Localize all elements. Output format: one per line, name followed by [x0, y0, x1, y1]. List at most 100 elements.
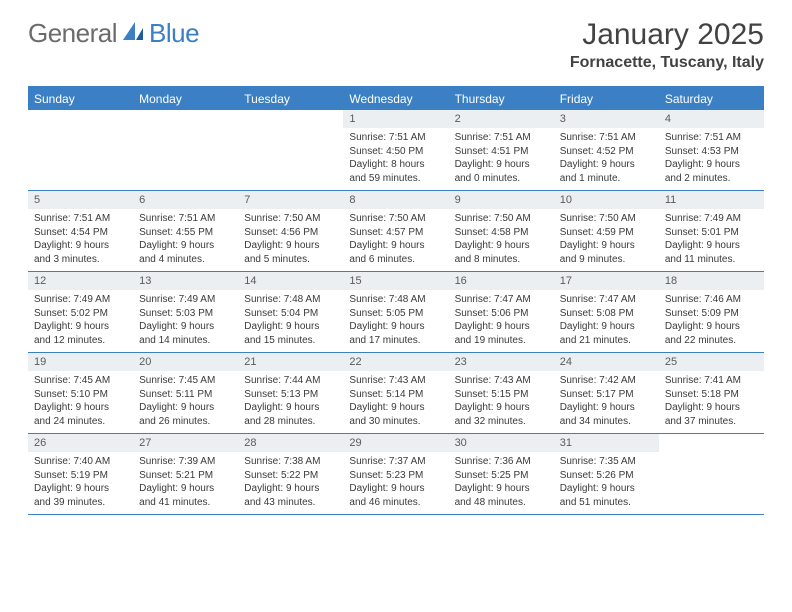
calendar-week: 5Sunrise: 7:51 AMSunset: 4:54 PMDaylight… [28, 191, 764, 272]
day-body: Sunrise: 7:40 AMSunset: 5:19 PMDaylight:… [28, 452, 133, 513]
day-number: 27 [133, 434, 238, 452]
daylight-line: Daylight: 9 hours and 0 minutes. [455, 158, 548, 185]
sunset-line: Sunset: 4:53 PM [665, 145, 758, 159]
sunset-line: Sunset: 5:21 PM [139, 469, 232, 483]
daylight-line: Daylight: 9 hours and 24 minutes. [34, 401, 127, 428]
calendar-day: 3Sunrise: 7:51 AMSunset: 4:52 PMDaylight… [554, 110, 659, 190]
calendar-day: 12Sunrise: 7:49 AMSunset: 5:02 PMDayligh… [28, 272, 133, 352]
day-body: Sunrise: 7:35 AMSunset: 5:26 PMDaylight:… [554, 452, 659, 513]
day-number: 18 [659, 272, 764, 290]
day-body: Sunrise: 7:50 AMSunset: 4:59 PMDaylight:… [554, 209, 659, 270]
sunrise-line: Sunrise: 7:38 AM [244, 455, 337, 469]
sunset-line: Sunset: 5:15 PM [455, 388, 548, 402]
daylight-line: Daylight: 9 hours and 41 minutes. [139, 482, 232, 509]
daylight-line: Daylight: 9 hours and 26 minutes. [139, 401, 232, 428]
sunrise-line: Sunrise: 7:44 AM [244, 374, 337, 388]
sunrise-line: Sunrise: 7:36 AM [455, 455, 548, 469]
sunrise-line: Sunrise: 7:51 AM [665, 131, 758, 145]
calendar-day: 14Sunrise: 7:48 AMSunset: 5:04 PMDayligh… [238, 272, 343, 352]
day-number: 1 [343, 110, 448, 128]
calendar-day: 5Sunrise: 7:51 AMSunset: 4:54 PMDaylight… [28, 191, 133, 271]
day-body: Sunrise: 7:43 AMSunset: 5:15 PMDaylight:… [449, 371, 554, 432]
day-number: 4 [659, 110, 764, 128]
day-body: Sunrise: 7:47 AMSunset: 5:06 PMDaylight:… [449, 290, 554, 351]
day-number: 17 [554, 272, 659, 290]
day-body: Sunrise: 7:51 AMSunset: 4:55 PMDaylight:… [133, 209, 238, 270]
sunset-line: Sunset: 4:56 PM [244, 226, 337, 240]
daylight-line: Daylight: 9 hours and 48 minutes. [455, 482, 548, 509]
sunrise-line: Sunrise: 7:43 AM [455, 374, 548, 388]
day-number: 21 [238, 353, 343, 371]
sunrise-line: Sunrise: 7:50 AM [455, 212, 548, 226]
calendar-day: 15Sunrise: 7:48 AMSunset: 5:05 PMDayligh… [343, 272, 448, 352]
calendar-day: 28Sunrise: 7:38 AMSunset: 5:22 PMDayligh… [238, 434, 343, 514]
sunrise-line: Sunrise: 7:49 AM [139, 293, 232, 307]
sunset-line: Sunset: 5:18 PM [665, 388, 758, 402]
sunrise-line: Sunrise: 7:35 AM [560, 455, 653, 469]
sunset-line: Sunset: 5:05 PM [349, 307, 442, 321]
daylight-line: Daylight: 8 hours and 59 minutes. [349, 158, 442, 185]
calendar-day: 26Sunrise: 7:40 AMSunset: 5:19 PMDayligh… [28, 434, 133, 514]
calendar-day: 2Sunrise: 7:51 AMSunset: 4:51 PMDaylight… [449, 110, 554, 190]
day-body: Sunrise: 7:39 AMSunset: 5:21 PMDaylight:… [133, 452, 238, 513]
logo-sail-icon [117, 18, 149, 49]
location-label: Fornacette, Tuscany, Italy [570, 54, 764, 72]
calendar-day: 9Sunrise: 7:50 AMSunset: 4:58 PMDaylight… [449, 191, 554, 271]
dayname: Saturday [659, 88, 764, 110]
sunrise-line: Sunrise: 7:48 AM [244, 293, 337, 307]
calendar-day: 20Sunrise: 7:45 AMSunset: 5:11 PMDayligh… [133, 353, 238, 433]
day-body: Sunrise: 7:49 AMSunset: 5:01 PMDaylight:… [659, 209, 764, 270]
calendar-day: 27Sunrise: 7:39 AMSunset: 5:21 PMDayligh… [133, 434, 238, 514]
day-body: Sunrise: 7:51 AMSunset: 4:54 PMDaylight:… [28, 209, 133, 270]
daylight-line: Daylight: 9 hours and 11 minutes. [665, 239, 758, 266]
logo-text-2: Blue [149, 18, 199, 49]
daylight-line: Daylight: 9 hours and 51 minutes. [560, 482, 653, 509]
day-number: 26 [28, 434, 133, 452]
sunset-line: Sunset: 5:06 PM [455, 307, 548, 321]
day-number: 10 [554, 191, 659, 209]
day-number: 9 [449, 191, 554, 209]
dayname: Tuesday [238, 88, 343, 110]
daylight-line: Daylight: 9 hours and 9 minutes. [560, 239, 653, 266]
daylight-line: Daylight: 9 hours and 30 minutes. [349, 401, 442, 428]
daylight-line: Daylight: 9 hours and 22 minutes. [665, 320, 758, 347]
empty-cell [28, 110, 133, 190]
sunrise-line: Sunrise: 7:49 AM [34, 293, 127, 307]
calendar-day: 19Sunrise: 7:45 AMSunset: 5:10 PMDayligh… [28, 353, 133, 433]
day-body: Sunrise: 7:50 AMSunset: 4:57 PMDaylight:… [343, 209, 448, 270]
sunset-line: Sunset: 5:09 PM [665, 307, 758, 321]
sunset-line: Sunset: 4:51 PM [455, 145, 548, 159]
sunrise-line: Sunrise: 7:49 AM [665, 212, 758, 226]
day-body: Sunrise: 7:51 AMSunset: 4:52 PMDaylight:… [554, 128, 659, 189]
sunrise-line: Sunrise: 7:51 AM [139, 212, 232, 226]
calendar-day: 1Sunrise: 7:51 AMSunset: 4:50 PMDaylight… [343, 110, 448, 190]
sunset-line: Sunset: 5:22 PM [244, 469, 337, 483]
day-body: Sunrise: 7:50 AMSunset: 4:58 PMDaylight:… [449, 209, 554, 270]
day-number: 12 [28, 272, 133, 290]
calendar-day: 4Sunrise: 7:51 AMSunset: 4:53 PMDaylight… [659, 110, 764, 190]
day-body: Sunrise: 7:51 AMSunset: 4:51 PMDaylight:… [449, 128, 554, 189]
day-body: Sunrise: 7:42 AMSunset: 5:17 PMDaylight:… [554, 371, 659, 432]
daylight-line: Daylight: 9 hours and 5 minutes. [244, 239, 337, 266]
sunrise-line: Sunrise: 7:50 AM [349, 212, 442, 226]
calendar-day: 25Sunrise: 7:41 AMSunset: 5:18 PMDayligh… [659, 353, 764, 433]
daylight-line: Daylight: 9 hours and 37 minutes. [665, 401, 758, 428]
daylight-line: Daylight: 9 hours and 34 minutes. [560, 401, 653, 428]
day-number: 8 [343, 191, 448, 209]
calendar-day: 24Sunrise: 7:42 AMSunset: 5:17 PMDayligh… [554, 353, 659, 433]
day-body: Sunrise: 7:49 AMSunset: 5:03 PMDaylight:… [133, 290, 238, 351]
sunset-line: Sunset: 5:10 PM [34, 388, 127, 402]
calendar: SundayMondayTuesdayWednesdayThursdayFrid… [28, 86, 764, 515]
calendar-day: 30Sunrise: 7:36 AMSunset: 5:25 PMDayligh… [449, 434, 554, 514]
sunset-line: Sunset: 5:13 PM [244, 388, 337, 402]
day-number: 6 [133, 191, 238, 209]
daylight-line: Daylight: 9 hours and 3 minutes. [34, 239, 127, 266]
calendar-day: 17Sunrise: 7:47 AMSunset: 5:08 PMDayligh… [554, 272, 659, 352]
sunrise-line: Sunrise: 7:50 AM [560, 212, 653, 226]
dayname: Sunday [28, 88, 133, 110]
sunset-line: Sunset: 5:25 PM [455, 469, 548, 483]
day-number: 23 [449, 353, 554, 371]
dayname: Wednesday [343, 88, 448, 110]
logo: General Blue [28, 18, 199, 49]
day-number: 14 [238, 272, 343, 290]
